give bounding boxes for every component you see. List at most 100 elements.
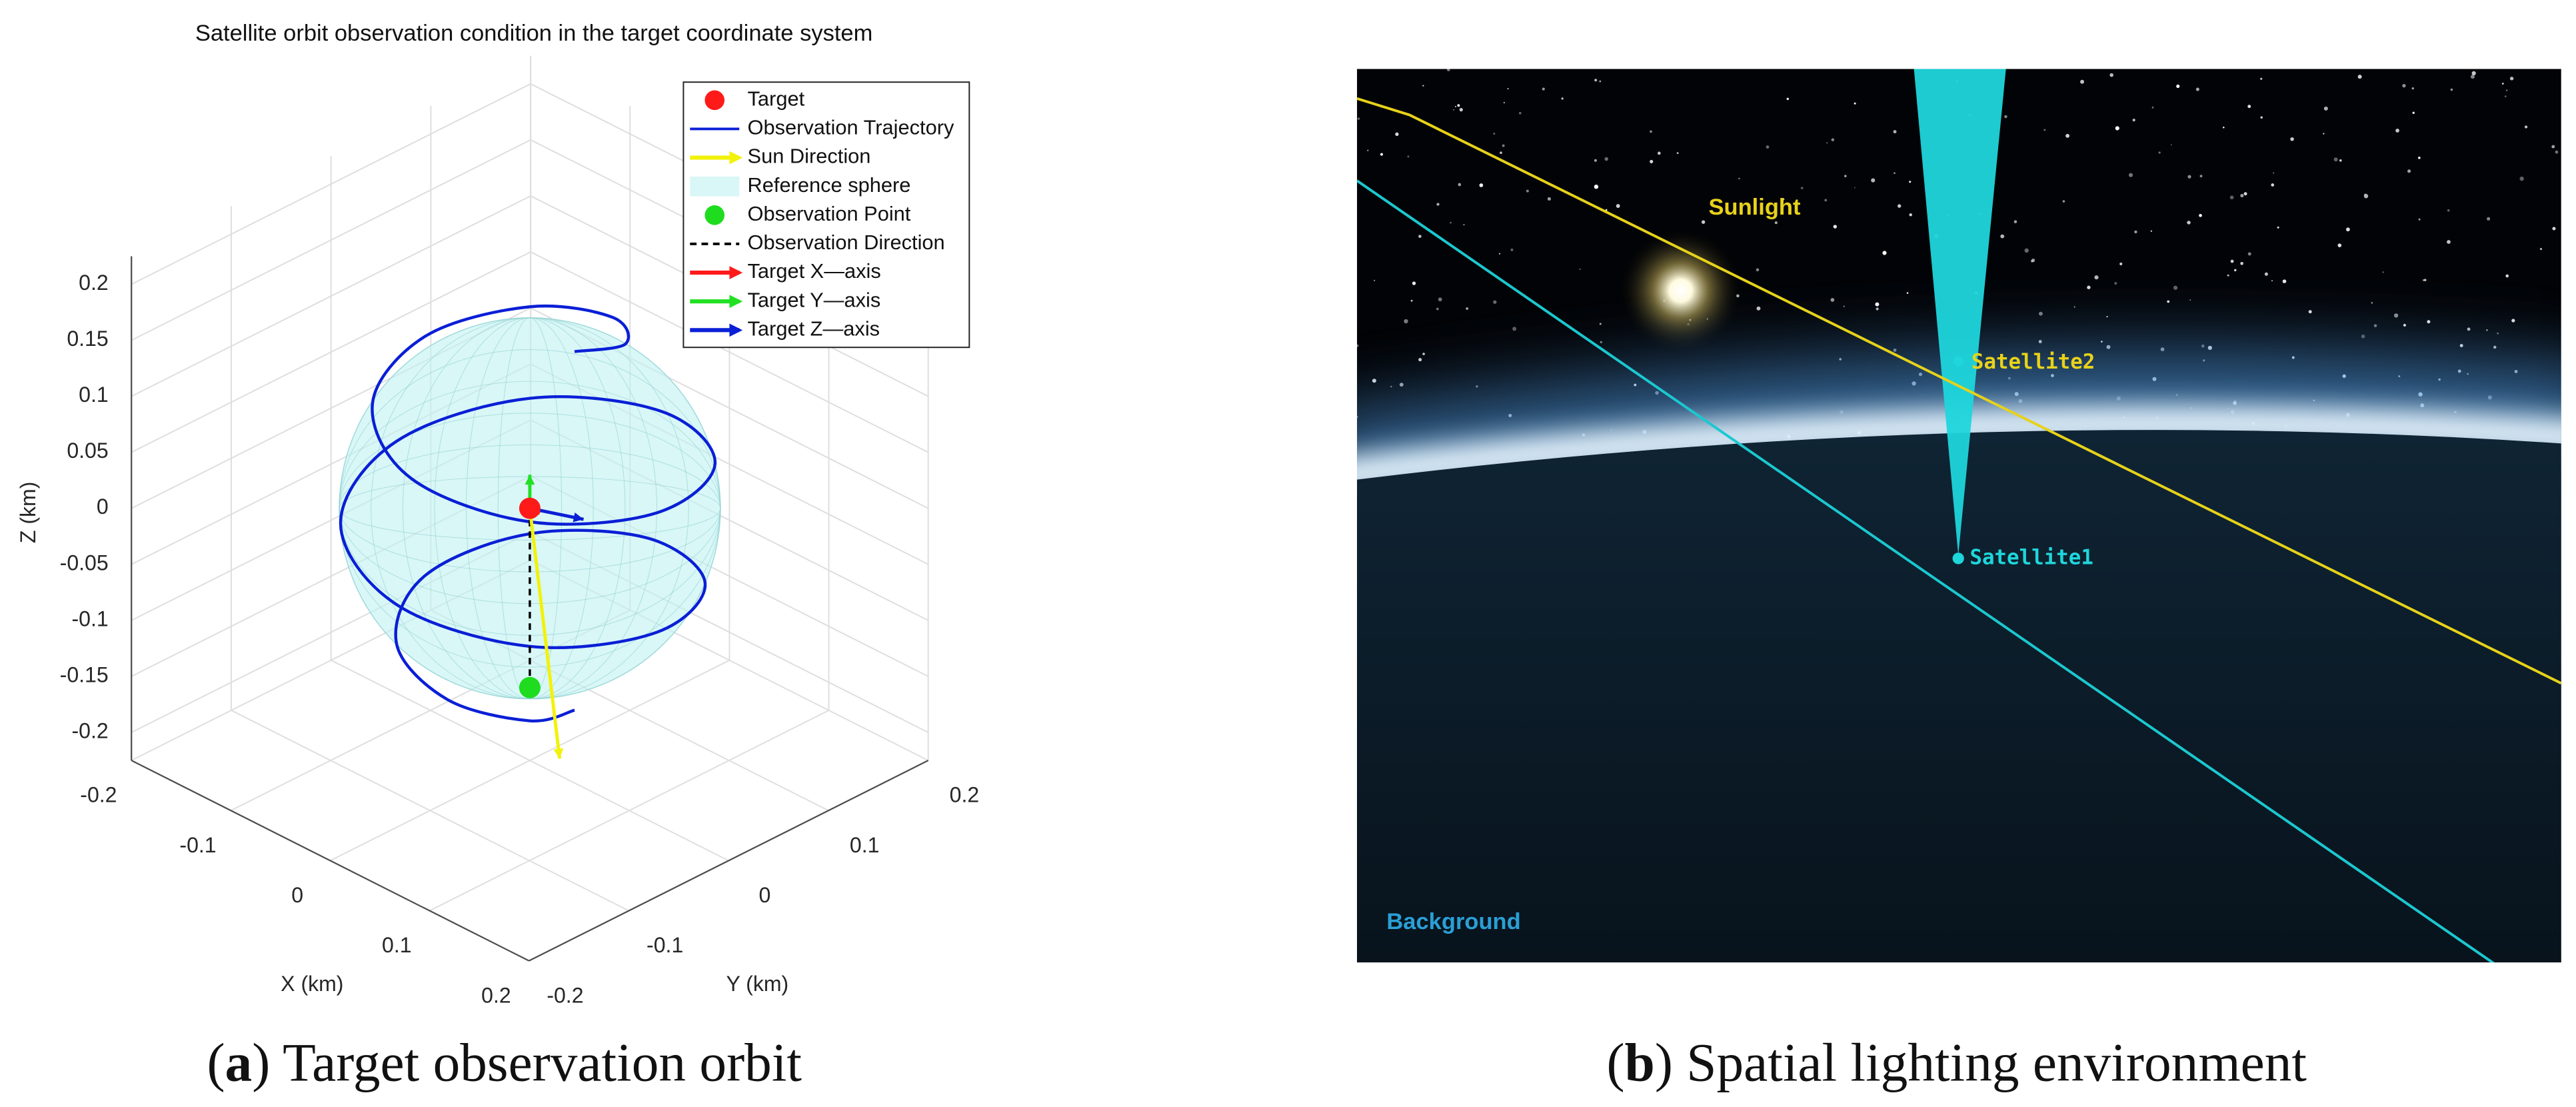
star — [2427, 320, 2431, 324]
star — [1657, 151, 1661, 155]
caption-open: ( — [207, 1033, 225, 1093]
x-tick-label: -0.1 — [179, 833, 216, 857]
star — [2511, 319, 2515, 323]
star — [2230, 259, 2234, 263]
sensor-cone — [1914, 69, 2006, 555]
star — [2282, 279, 2287, 283]
star — [2207, 345, 2212, 351]
star — [1503, 101, 1505, 104]
star — [2173, 285, 2178, 290]
star — [2555, 150, 2559, 154]
star — [1502, 144, 1505, 147]
star — [2024, 248, 2029, 253]
caption-b: (b) Spatial lighting environment — [1606, 1033, 2307, 1093]
legend-symbol — [729, 266, 743, 279]
star — [2271, 280, 2273, 282]
star — [2411, 87, 2414, 90]
star — [1599, 80, 1602, 83]
caption-text: ) Spatial lighting environment — [1655, 1033, 2307, 1093]
orbit-satellite1 — [1357, 179, 2495, 963]
star — [1436, 307, 1439, 311]
star — [1756, 306, 1761, 311]
star — [1404, 319, 1408, 324]
star — [2073, 306, 2075, 308]
star — [1500, 151, 1502, 154]
arrow-head — [525, 475, 535, 485]
grid-line — [131, 195, 531, 397]
star — [1380, 153, 1383, 156]
star — [2243, 192, 2247, 196]
legend-label: Target Z—axis — [748, 317, 880, 340]
y-tick-label: -0.1 — [646, 933, 683, 957]
background-label: Background — [1386, 909, 1520, 934]
z-tick-label: -0.15 — [60, 662, 109, 686]
star — [2106, 345, 2111, 349]
star — [2509, 77, 2514, 81]
star — [1507, 88, 1509, 90]
star — [2371, 302, 2373, 304]
star — [2176, 84, 2180, 88]
satellite2-label: Satellite2 — [1971, 350, 2095, 374]
star — [2524, 125, 2528, 129]
star — [1510, 248, 1514, 251]
star — [2247, 105, 2251, 109]
star — [2101, 341, 2103, 343]
star — [1738, 177, 1740, 180]
star — [1459, 108, 1463, 112]
star — [2273, 172, 2275, 174]
star — [2363, 194, 2369, 199]
star — [2493, 345, 2497, 349]
z-tick-label: 0 — [97, 495, 109, 519]
star — [1839, 358, 1842, 361]
x-axis — [131, 760, 530, 962]
star — [1458, 183, 1462, 187]
star — [2247, 252, 2251, 256]
star — [1909, 213, 1912, 217]
star — [1395, 132, 1399, 137]
star — [1604, 157, 1608, 161]
star — [2128, 173, 2133, 177]
star — [1498, 253, 1500, 255]
star — [2087, 285, 2091, 289]
chart-title: Satellite orbit observation condition in… — [195, 21, 873, 46]
star — [2407, 169, 2411, 173]
y-tick-label: 0.1 — [850, 833, 880, 857]
grid-line — [331, 659, 729, 862]
y-tick-label: 0.2 — [950, 783, 980, 807]
star — [2043, 129, 2046, 131]
star — [2065, 133, 2070, 138]
star — [2004, 115, 2007, 119]
star — [2361, 334, 2365, 339]
star — [2223, 126, 2225, 129]
star — [1357, 117, 1360, 121]
star — [2382, 271, 2384, 273]
sphere-mesh — [371, 317, 689, 700]
star — [1605, 209, 1608, 211]
star — [1372, 379, 1376, 383]
star — [2339, 159, 2342, 162]
star — [2187, 221, 2191, 225]
star — [2264, 272, 2268, 276]
caption-letter: a — [225, 1033, 253, 1093]
legend-symbol — [690, 176, 740, 197]
caption-a: (a) Target observation orbit — [207, 1033, 802, 1093]
star — [2551, 145, 2555, 149]
legend-symbol — [729, 151, 743, 165]
star — [2422, 279, 2425, 281]
star — [1493, 133, 1496, 135]
star — [1824, 199, 1828, 202]
star — [2337, 243, 2342, 247]
star — [2038, 340, 2042, 344]
star — [2447, 240, 2451, 244]
star — [2038, 311, 2043, 316]
star — [2240, 261, 2243, 265]
trajectory — [339, 304, 717, 723]
star — [1676, 152, 1679, 155]
star — [2487, 217, 2491, 221]
point — [519, 497, 541, 519]
star — [1833, 225, 1838, 229]
star — [2357, 75, 2362, 79]
star — [2486, 329, 2488, 331]
star — [1422, 353, 1425, 355]
point — [519, 676, 541, 698]
